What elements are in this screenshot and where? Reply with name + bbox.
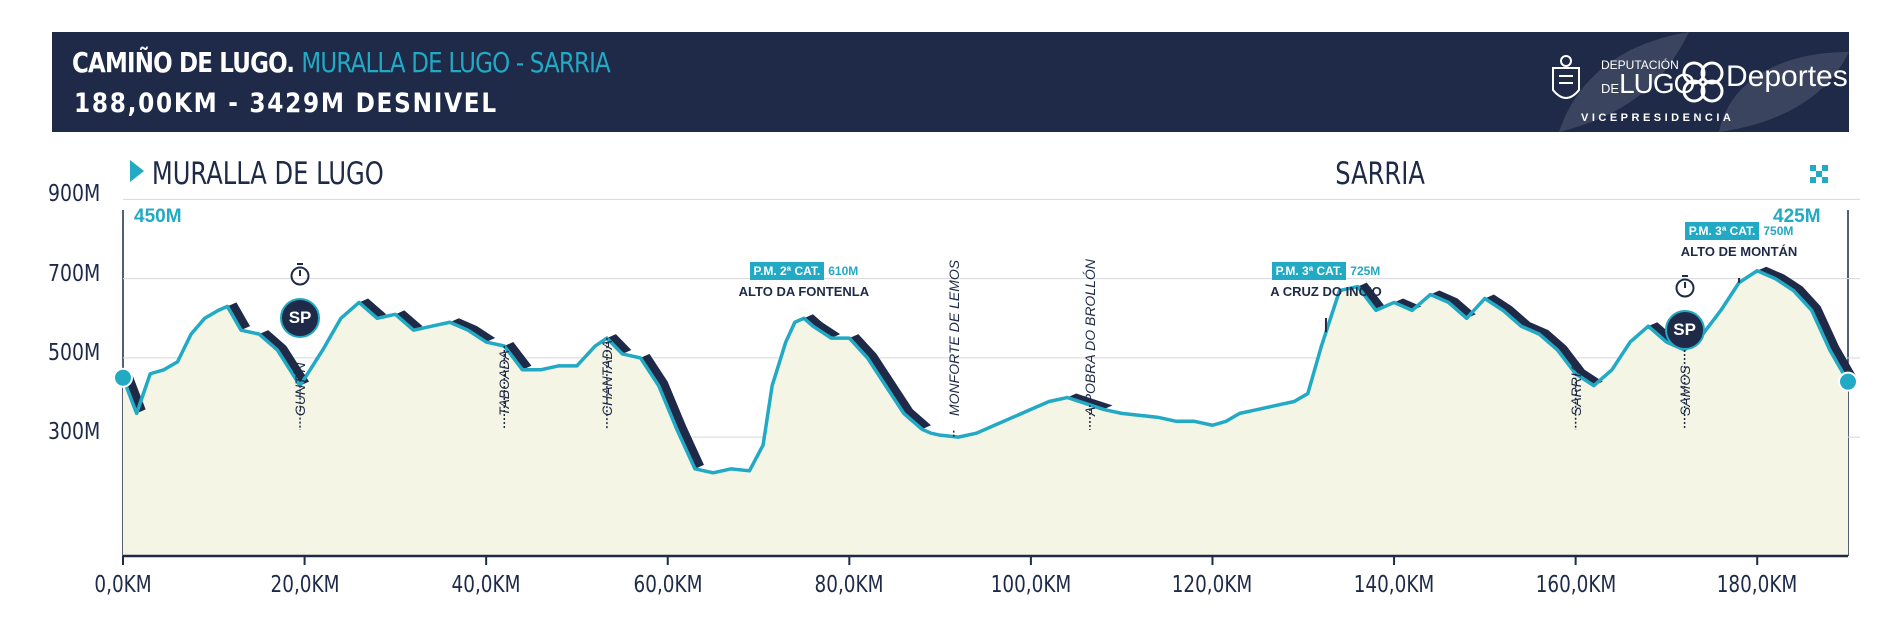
- town-label: MONFORTE DE LEMOS: [945, 259, 962, 416]
- y-tick-label: 500M: [48, 339, 101, 366]
- knot-symbol-icon: [1682, 61, 1724, 103]
- x-tick-label: 60,0KM: [633, 572, 703, 598]
- x-tick-label: 20,0KM: [270, 572, 340, 598]
- leaf-pattern-decoration: [1559, 32, 1849, 132]
- town-label: CHANTADA: [598, 340, 615, 416]
- profile-area-fill: [123, 270, 1848, 556]
- x-tick-label: 40,0KM: [451, 572, 521, 598]
- x-tick-label: 160,0KM: [1535, 572, 1616, 598]
- stopwatch-icon: [290, 263, 310, 286]
- town-label: TABOADA: [496, 350, 513, 416]
- stopwatch-icon: [1675, 275, 1695, 298]
- sprint-badge: SP: [1664, 310, 1705, 350]
- climb-label: P.M. 2ª CAT. 610M ALTO DA FONTENLA: [732, 262, 876, 299]
- coat-of-arms-icon: [1552, 55, 1580, 99]
- logo-vicepresidencia: VICEPRESIDENCIA: [1581, 112, 1735, 124]
- sprint-badge: SP: [280, 298, 321, 338]
- climb-category: P.M. 3ª CAT.: [1271, 262, 1347, 280]
- town-label: SAMOS: [1676, 365, 1693, 416]
- climb-altitude: 610M: [828, 264, 859, 278]
- route-title-main: CAMIÑO DE LUGO.: [72, 46, 295, 79]
- climb-name: ALTO DE MONTÁN: [1680, 244, 1798, 259]
- x-tick-label: 80,0KM: [814, 572, 884, 598]
- header-banner: CAMIÑO DE LUGO. MURALLA DE LUGO - SARRIA…: [52, 32, 1849, 132]
- x-tick-label: 140,0KM: [1353, 572, 1435, 598]
- x-tick-label: 100,0KM: [990, 572, 1072, 598]
- start-location: MURALLA DE LUGO: [130, 156, 384, 192]
- climb-category: P.M. 2ª CAT.: [749, 262, 825, 280]
- x-tick-label: 120,0KM: [1172, 572, 1253, 598]
- town-label: A POBRA DO BROLLÓN: [1081, 259, 1098, 416]
- climb-category: P.M. 3ª CAT.: [1684, 222, 1760, 240]
- climb-name: A CRUZ DO INCIO: [1270, 284, 1382, 299]
- y-tick-label: 900M: [48, 181, 101, 208]
- x-tick-label: 0,0KM: [94, 572, 152, 598]
- finish-altitude: 425M: [1773, 206, 1821, 227]
- start-altitude: 450M: [134, 206, 182, 227]
- climb-label: P.M. 3ª CAT. 750M ALTO DE MONTÁN: [1667, 222, 1811, 259]
- profile-line: [121, 268, 1850, 475]
- x-tick-label: 180,0KM: [1716, 572, 1798, 598]
- start-dot: [113, 367, 133, 388]
- climb-name: ALTO DA FONTENLA: [738, 284, 870, 299]
- town-label: SARRIA: [1567, 363, 1584, 416]
- logo-org-small: DEPUTACIÓN: [1601, 58, 1679, 72]
- y-tick-label: 300M: [48, 419, 101, 446]
- finish-dot: [1838, 371, 1858, 392]
- route-title-stage: MURALLA DE LUGO - SARRIA: [301, 46, 610, 79]
- finish-location: SARRIA: [1335, 156, 1425, 192]
- start-triangle-icon: [130, 160, 145, 182]
- start-location-name: MURALLA DE LUGO: [151, 156, 384, 192]
- logo-org-de: DE: [1601, 81, 1620, 96]
- y-tick-label: 700M: [48, 260, 101, 287]
- checkered-flag-icon: [1810, 165, 1828, 183]
- deputacion-lugo-logo: DEPUTACIÓN DELUGO Deportes VICEPRESIDENC…: [1531, 44, 1848, 124]
- climb-label: P.M. 3ª CAT. 725M A CRUZ DO INCIO: [1254, 262, 1398, 299]
- climb-altitude: 750M: [1763, 224, 1794, 238]
- town-label: GUNTÍN: [292, 362, 309, 416]
- route-distance-elevation: 188,00KM - 3429M DESNIVEL: [74, 88, 498, 119]
- logo-brand: Deportes: [1726, 60, 1848, 93]
- route-title: CAMIÑO DE LUGO. MURALLA DE LUGO - SARRIA: [72, 46, 611, 79]
- climb-altitude: 725M: [1350, 264, 1381, 278]
